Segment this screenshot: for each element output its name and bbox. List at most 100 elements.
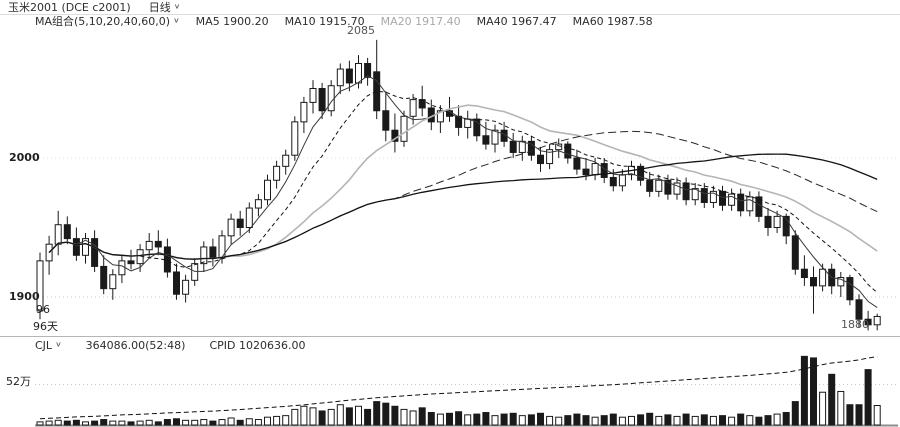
ma20-readout: MA20 1917.40 [380, 15, 461, 28]
volume-bar [54, 419, 62, 426]
volume-bar [282, 415, 290, 426]
period-count-label: 96天 [33, 320, 58, 333]
candle-body [245, 207, 253, 228]
volume-bar [509, 412, 517, 426]
candle-body [409, 99, 417, 117]
candle-body [537, 154, 544, 165]
volume-bar [455, 411, 463, 426]
candle-body [728, 193, 736, 206]
candle-body [546, 149, 554, 165]
volume-bar [136, 420, 144, 426]
candle-body [309, 88, 317, 103]
volume-bar [800, 355, 808, 426]
volume-bar [855, 404, 863, 426]
period-label: 日线 [148, 1, 171, 14]
candle-body [873, 315, 881, 326]
candle-body [173, 271, 180, 295]
candle-body [109, 274, 117, 290]
volume-bar [573, 413, 581, 426]
volume-bar [400, 408, 408, 426]
volume-scale-label: 52万 [6, 375, 31, 388]
volume-bar [163, 419, 171, 426]
ma-group-label: MA组合(5,10,20,40,60,0) [35, 15, 171, 28]
candle-body [364, 62, 372, 78]
candle-body [355, 62, 362, 84]
candle-body [254, 199, 262, 209]
candle-body [673, 182, 681, 195]
volume-bar [436, 413, 444, 426]
ma60-readout: MA60 1987.58 [572, 15, 653, 28]
peak-price-annotation: 2085 [347, 24, 375, 37]
candle-body [54, 224, 62, 245]
candle-body [591, 163, 599, 176]
ma5-readout: MA5 1900.20 [195, 15, 269, 28]
ma-readout-bar: MA组合(5,10,20,40,60,0) ∨ MA5 1900.20 MA10… [35, 15, 653, 28]
candle-body [63, 224, 71, 240]
candle-body [36, 260, 44, 312]
volume-bar [355, 405, 362, 426]
volume-bar [200, 419, 208, 426]
volume-bar [345, 407, 353, 426]
chevron-down-icon: ∨ [173, 17, 180, 26]
candle-body [382, 110, 390, 131]
period-dropdown[interactable]: 日线 ∨ [149, 1, 181, 14]
candle-body [518, 140, 526, 153]
title-bar: 玉米2001 (DCE c2001) 日线 ∨ [8, 1, 180, 14]
ma-lines [48, 75, 878, 309]
volume-bar [236, 419, 244, 426]
y-axis-tick-2000: 2000 [9, 151, 40, 164]
candle-body [200, 246, 208, 265]
ma-settings-dropdown[interactable]: MA组合(5,10,20,40,60,0) ∨ [35, 15, 180, 28]
volume-bar [309, 407, 317, 426]
volume-bar [782, 412, 790, 426]
volume-bar [864, 369, 872, 426]
candle-body [810, 277, 817, 287]
volume-bar [209, 420, 217, 426]
candle-body [373, 71, 381, 112]
left-low-label: 96 [36, 303, 50, 316]
volume-bar [291, 408, 299, 426]
candle-body [746, 196, 754, 212]
recent-low-annotation: 1880 [841, 318, 869, 331]
volume-bar [318, 410, 326, 426]
volume-bar [746, 415, 754, 426]
volume-bar [118, 420, 126, 426]
volume-bar [791, 401, 799, 426]
volume-bar [591, 416, 599, 426]
volume-bar [600, 415, 608, 426]
candle-body [345, 68, 353, 84]
volume-bar [564, 415, 572, 426]
volume-bar [518, 415, 526, 426]
candle-body [45, 243, 53, 262]
candle-body [709, 190, 717, 203]
volume-bar [154, 421, 162, 426]
volume-bar [473, 413, 481, 426]
candle-body [218, 235, 226, 259]
volume-bar [446, 412, 453, 426]
volume-bar [264, 416, 271, 426]
volume-indicator-dropdown[interactable]: CJL ∨ [35, 339, 62, 352]
volume-series [36, 355, 881, 426]
candle-body [464, 118, 472, 128]
candle-body [336, 68, 344, 87]
candle-body [618, 174, 626, 187]
candle-body [455, 115, 463, 128]
candle-body [191, 263, 199, 281]
candle-body [391, 129, 399, 142]
volume-bar [464, 414, 472, 426]
open-interest-line [39, 356, 878, 420]
candle-body [609, 176, 617, 187]
volume-bar [618, 416, 626, 426]
volume-bar [327, 408, 335, 426]
y-axis-tick-1900: 1900 [9, 290, 40, 303]
volume-bar [527, 414, 535, 426]
volume-bar [245, 418, 253, 426]
volume-bar [418, 407, 426, 426]
candle-body [837, 277, 845, 287]
volume-bar [828, 373, 836, 426]
volume-bar [109, 420, 117, 426]
candle-body [719, 190, 726, 206]
volume-bar [537, 412, 544, 426]
